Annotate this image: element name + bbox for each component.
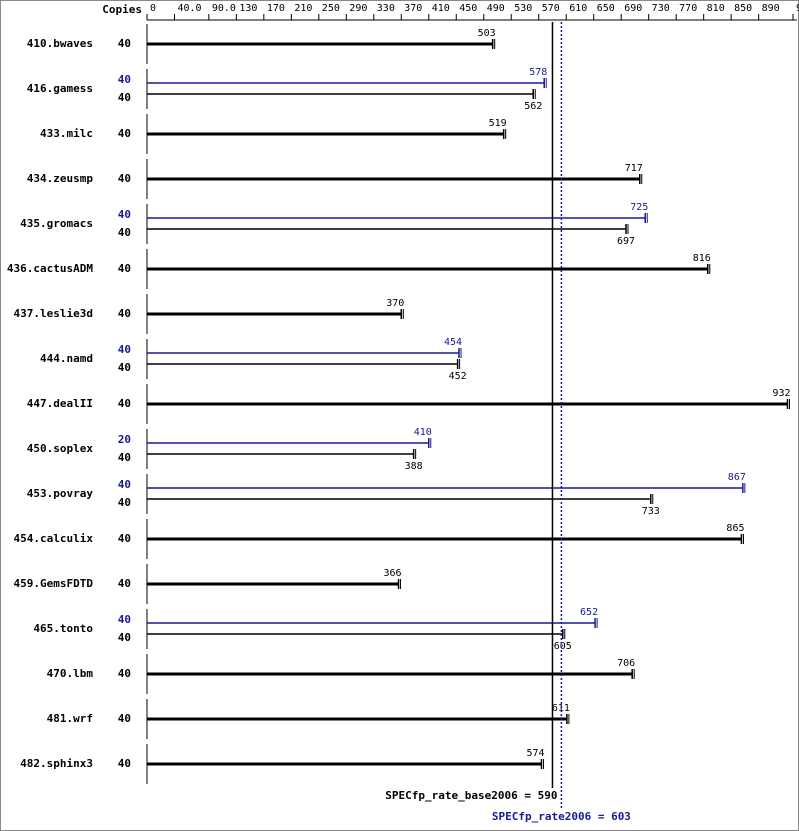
peak-copies: 20: [118, 433, 131, 446]
benchmark-name: 434.zeusmp: [27, 172, 94, 185]
base-value-label: 574: [526, 748, 544, 759]
base-value-label: 388: [405, 461, 423, 472]
benchmark-name: 482.sphinx3: [20, 757, 93, 770]
base-copies: 40: [118, 37, 131, 50]
x-tick-label: 650: [597, 3, 615, 14]
base-copies: 40: [118, 226, 131, 239]
base-copies: 40: [118, 262, 131, 275]
peak-value-label: 652: [580, 607, 598, 618]
peak-copies: 40: [118, 73, 131, 86]
benchmark-name: 481.wrf: [47, 712, 93, 725]
base-value-label: 370: [386, 298, 404, 309]
base-copies: 40: [118, 532, 131, 545]
base-value-label: 519: [489, 118, 507, 129]
base-value-label: 816: [693, 253, 711, 264]
base-copies: 40: [118, 496, 131, 509]
base-value-label: 562: [524, 101, 542, 112]
benchmark-name: 453.povray: [27, 487, 94, 500]
x-tick-label: 690: [624, 3, 642, 14]
base-copies: 40: [118, 172, 131, 185]
benchmark-name: 454.calculix: [14, 532, 94, 545]
benchmark-name: 444.namd: [40, 352, 93, 365]
x-tick-label: 570: [542, 3, 560, 14]
x-tick-label: 250: [322, 3, 340, 14]
copies-header: Copies: [102, 3, 142, 16]
benchmark-name: 435.gromacs: [20, 217, 93, 230]
benchmark-name: 447.dealII: [27, 397, 93, 410]
reference-label: SPECfp_rate2006 = 603: [492, 810, 631, 823]
x-tick-label: 90.0: [212, 3, 236, 14]
benchmark-name: 416.gamess: [27, 82, 93, 95]
benchmark-name: 470.lbm: [47, 667, 94, 680]
peak-value-label: 725: [630, 202, 648, 213]
benchmark-name: 410.bwaves: [27, 37, 93, 50]
x-tick-label: 130: [239, 3, 257, 14]
x-tick-label: 290: [349, 3, 367, 14]
benchmark-name: 437.leslie3d: [14, 307, 93, 320]
base-value-label: 452: [449, 371, 467, 382]
x-tick-label: 370: [404, 3, 422, 14]
benchmark-name: 436.cactusADM: [7, 262, 93, 275]
base-copies: 40: [118, 361, 131, 374]
peak-copies: 40: [118, 478, 131, 491]
base-value-label: 697: [617, 236, 635, 247]
x-tick-label: 490: [487, 3, 505, 14]
base-value-label: 865: [726, 523, 744, 534]
benchmark-name: 450.soplex: [27, 442, 94, 455]
x-tick-label: 940: [796, 3, 799, 14]
base-copies: 40: [118, 577, 131, 590]
peak-value-label: 454: [444, 337, 462, 348]
base-value-label: 611: [552, 703, 570, 714]
x-tick-label: 530: [514, 3, 532, 14]
base-value-label: 605: [554, 641, 572, 652]
base-copies: 40: [118, 667, 131, 680]
x-tick-label: 170: [267, 3, 285, 14]
base-copies: 40: [118, 91, 131, 104]
benchmark-name: 465.tonto: [33, 622, 93, 635]
peak-copies: 40: [118, 343, 131, 356]
x-tick-label: 850: [734, 3, 752, 14]
x-tick-label: 770: [679, 3, 697, 14]
base-copies: 40: [118, 127, 131, 140]
base-value-label: 733: [642, 506, 660, 517]
reference-label: SPECfp_rate_base2006 = 590: [385, 789, 557, 802]
benchmark-name: 433.milc: [40, 127, 93, 140]
x-tick-label: 0: [150, 3, 156, 14]
base-value-label: 706: [617, 658, 635, 669]
base-copies: 40: [118, 397, 131, 410]
x-tick-label: 810: [707, 3, 725, 14]
peak-copies: 40: [118, 613, 131, 626]
base-copies: 40: [118, 451, 131, 464]
peak-value-label: 867: [728, 472, 746, 483]
peak-value-label: 578: [529, 67, 547, 78]
base-copies: 40: [118, 712, 131, 725]
base-copies: 40: [118, 757, 131, 770]
peak-copies: 40: [118, 208, 131, 221]
peak-value-label: 410: [414, 427, 432, 438]
x-tick-label: 210: [294, 3, 312, 14]
base-value-label: 717: [625, 163, 643, 174]
base-copies: 40: [118, 631, 131, 644]
base-copies: 40: [118, 307, 131, 320]
x-tick-label: 450: [459, 3, 477, 14]
x-tick-label: 330: [377, 3, 395, 14]
base-value-label: 366: [383, 568, 401, 579]
x-tick-label: 610: [569, 3, 587, 14]
x-tick-label: 730: [652, 3, 670, 14]
x-tick-label: 40.0: [177, 3, 201, 14]
x-tick-label: 410: [432, 3, 450, 14]
base-value-label: 503: [478, 28, 496, 39]
benchmark-name: 459.GemsFDTD: [14, 577, 94, 590]
x-tick-label: 890: [762, 3, 780, 14]
base-value-label: 932: [772, 388, 790, 399]
